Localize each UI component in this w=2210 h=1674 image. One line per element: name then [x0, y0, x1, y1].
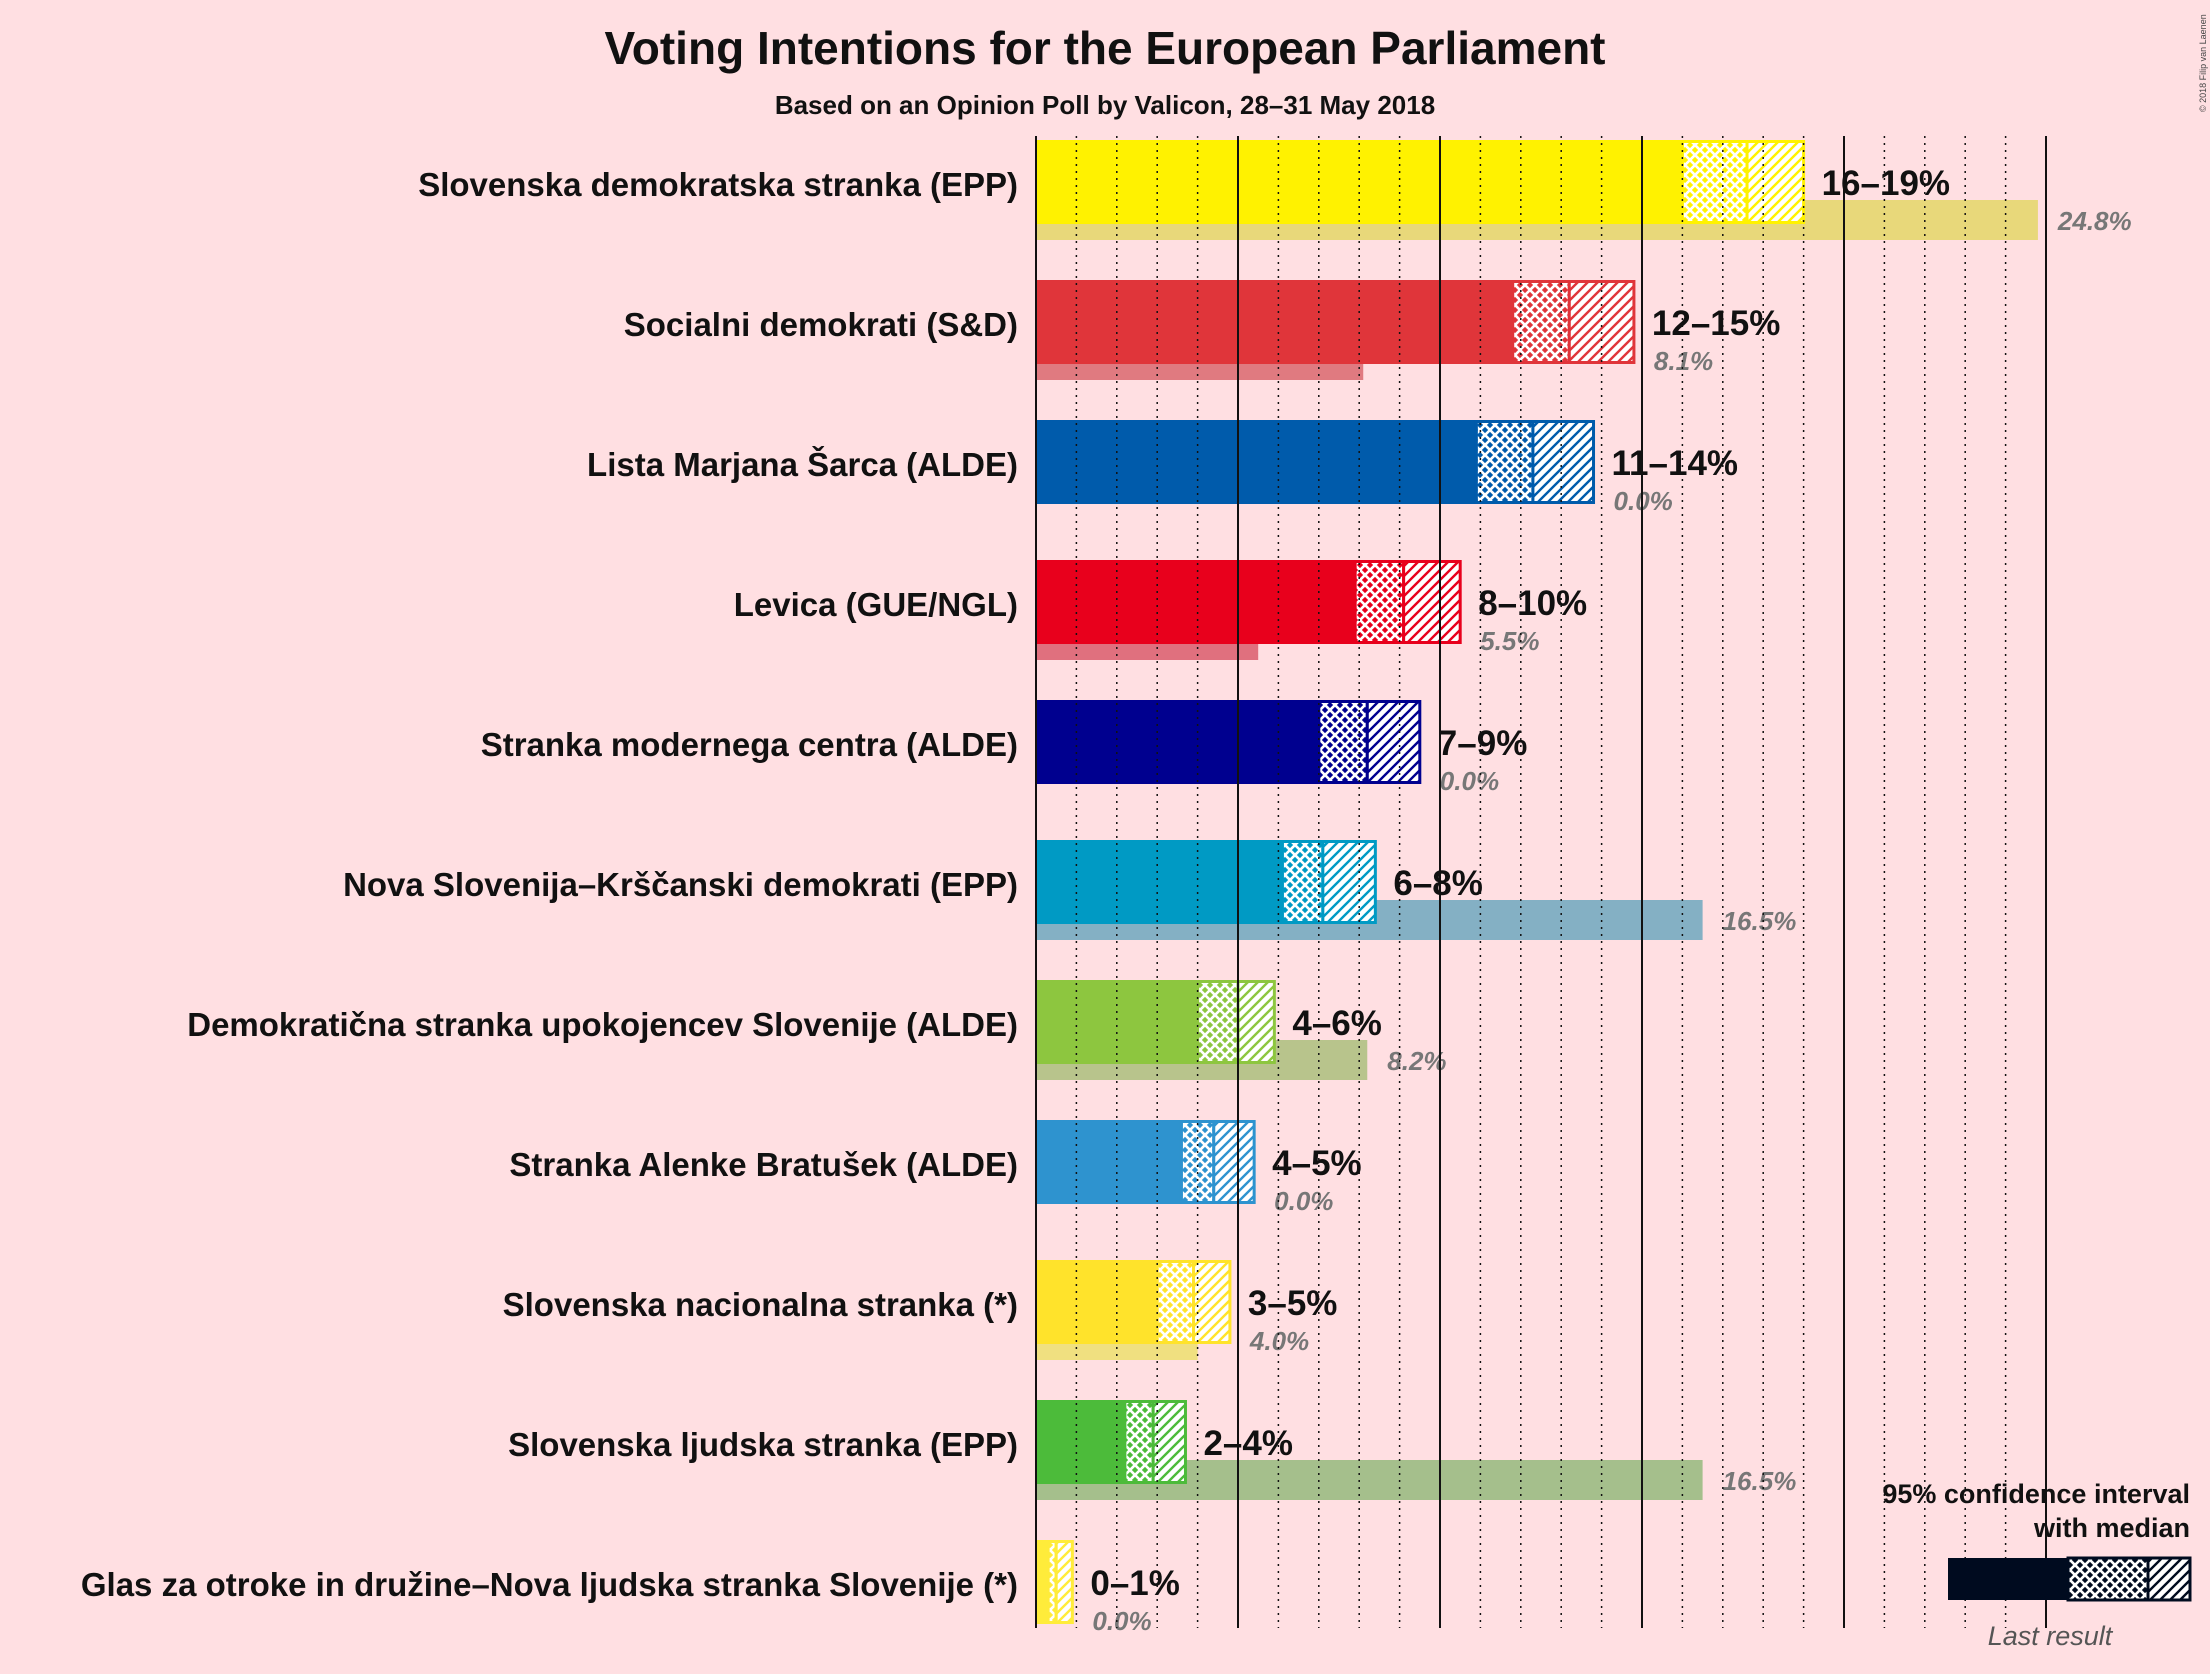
ci-solid-bar — [1036, 700, 1319, 784]
range-label: 2–4% — [1203, 1424, 1293, 1463]
ci-lower-hatch — [1280, 840, 1325, 924]
party-row: Nova Slovenija–Krščanski demokrati (EPP)… — [343, 840, 1796, 940]
ci-solid-bar — [1036, 280, 1513, 364]
party-row: Levica (GUE/NGL) 8–10%5.5% — [734, 560, 1587, 660]
legend-last-result-label: Last result — [1988, 1621, 2114, 1651]
copyright-text: © 2018 Filip van Laenen — [2198, 14, 2208, 112]
legend-ci-upper-hatch — [2146, 1556, 2192, 1602]
range-label: 7–9% — [1438, 724, 1528, 763]
ci-upper-hatch — [1531, 420, 1596, 504]
range-label: 12–15% — [1652, 304, 1780, 343]
range-label: 8–10% — [1478, 584, 1587, 623]
ci-lower-hatch — [1155, 1260, 1196, 1344]
legend: 95% confidence interval with median Last… — [1882, 1479, 2192, 1651]
ci-upper-hatch — [1151, 1400, 1187, 1484]
ci-upper-hatch — [1321, 840, 1377, 924]
ci-solid-bar — [1036, 980, 1198, 1064]
range-label: 4–6% — [1292, 1004, 1382, 1043]
party-row: Lista Marjana Šarca (ALDE) 11–14%0.0% — [587, 420, 1738, 516]
ci-upper-hatch — [1745, 140, 1806, 224]
ci-solid-bar — [1036, 1120, 1182, 1204]
party-label: Socialni demokrati (S&D) — [624, 306, 1018, 343]
ci-upper-hatch — [1236, 980, 1276, 1064]
party-label: Lista Marjana Šarca (ALDE) — [587, 445, 1018, 483]
ci-lower-hatch — [1353, 560, 1406, 644]
party-label: Nova Slovenija–Krščanski demokrati (EPP) — [343, 866, 1018, 903]
party-label: Levica (GUE/NGL) — [734, 586, 1018, 623]
ci-upper-hatch — [1212, 1120, 1256, 1204]
legend-ci-lower-hatch — [2066, 1556, 2150, 1602]
range-label: 3–5% — [1248, 1284, 1338, 1323]
range-label: 11–14% — [1612, 444, 1739, 483]
ci-upper-hatch — [1365, 700, 1422, 784]
last-result-label: 0.0% — [1274, 1186, 1333, 1216]
legend-title-line1: 95% confidence interval — [1882, 1479, 2190, 1509]
ci-upper-hatch — [1054, 1540, 1074, 1624]
range-label: 6–8% — [1393, 864, 1483, 903]
chart-title: Voting Intentions for the European Parli… — [605, 22, 1606, 74]
ci-solid-bar — [1036, 140, 1683, 224]
ci-upper-hatch — [1567, 280, 1636, 364]
ci-upper-hatch — [1402, 560, 1462, 644]
last-result-label: 5.5% — [1480, 626, 1539, 656]
party-row: Slovenska demokratska stranka (EPP) 16–19… — [418, 140, 2132, 240]
party-label: Slovenska ljudska stranka (EPP) — [508, 1426, 1018, 1463]
ci-lower-hatch — [1123, 1400, 1155, 1484]
ci-solid-bar — [1036, 1400, 1125, 1484]
last-result-label: 24.8% — [2057, 206, 2132, 236]
last-result-label: 0.0% — [1440, 766, 1499, 796]
party-label: Slovenska demokratska stranka (EPP) — [418, 166, 1018, 203]
ci-solid-bar — [1036, 1540, 1049, 1624]
party-label: Stranka Alenke Bratušek (ALDE) — [509, 1146, 1018, 1183]
last-result-label: 0.0% — [1614, 486, 1673, 516]
party-label: Glas za otroke in družine–Nova ljudska s… — [81, 1566, 1018, 1603]
last-result-label: 16.5% — [1723, 1466, 1797, 1496]
ci-lower-hatch — [1317, 700, 1369, 784]
chart-subtitle: Based on an Opinion Poll by Valicon, 28–… — [775, 90, 1435, 120]
range-label: 16–19% — [1822, 164, 1950, 203]
party-row: Glas za otroke in družine–Nova ljudska s… — [81, 1540, 1180, 1636]
ci-solid-bar — [1036, 560, 1356, 644]
ci-lower-hatch — [1179, 1120, 1216, 1204]
party-row: Slovenska nacionalna stranka (*) 3–5%4.0% — [503, 1260, 1338, 1360]
party-row: Stranka Alenke Bratušek (ALDE) 4–5%0.0% — [509, 1120, 1362, 1216]
ci-lower-hatch — [1474, 420, 1535, 504]
party-label: Demokratična stranka upokojencev Sloveni… — [187, 1006, 1018, 1043]
party-row: Slovenska ljudska stranka (EPP) 2–4% 16.5% — [508, 1400, 1796, 1500]
ci-lower-hatch — [1680, 140, 1749, 224]
ci-upper-hatch — [1192, 1260, 1232, 1344]
ci-solid-bar — [1036, 1260, 1158, 1344]
ci-lower-hatch — [1511, 280, 1571, 364]
party-label: Slovenska nacionalna stranka (*) — [503, 1286, 1018, 1323]
ci-solid-bar — [1036, 840, 1283, 924]
party-row: Stranka modernega centra (ALDE) 7–9%0.0% — [481, 700, 1528, 796]
last-result-label: 8.1% — [1654, 346, 1713, 376]
last-result-label: 8.2% — [1387, 1046, 1446, 1076]
range-label: 4–5% — [1272, 1144, 1362, 1183]
party-row: Demokratična stranka upokojencev Sloveni… — [187, 980, 1447, 1080]
last-result-label: 16.5% — [1723, 906, 1797, 936]
bars: Slovenska demokratska stranka (EPP) 16–19… — [81, 140, 2132, 1636]
range-label: 0–1% — [1090, 1564, 1180, 1603]
ci-lower-hatch — [1196, 980, 1240, 1064]
grid — [1035, 136, 2047, 1628]
party-label: Stranka modernega centra (ALDE) — [481, 726, 1018, 763]
party-row: Socialni demokrati (S&D) 12–15%8.1% — [624, 280, 1780, 380]
legend-ci-bar — [1948, 1558, 2068, 1600]
ci-solid-bar — [1036, 420, 1477, 504]
last-result-label: 0.0% — [1092, 1606, 1151, 1636]
legend-title-line2: with median — [2033, 1513, 2190, 1543]
